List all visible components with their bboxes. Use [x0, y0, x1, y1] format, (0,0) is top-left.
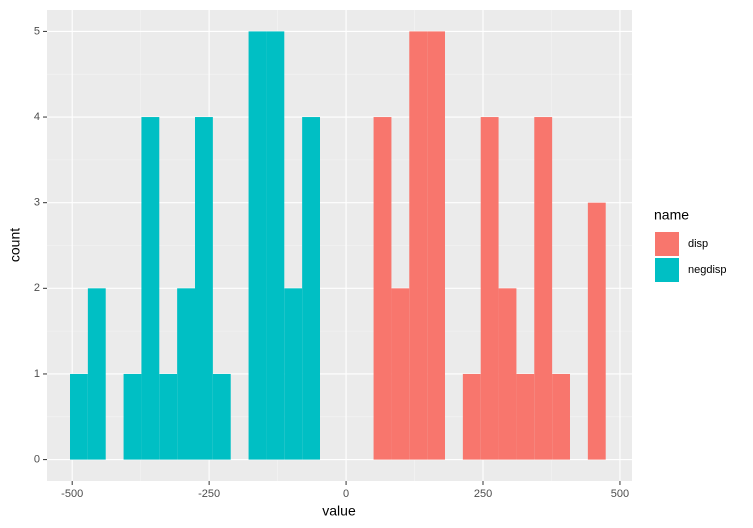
bar	[552, 373, 570, 460]
bar	[87, 288, 106, 460]
x-tick-label: -250	[198, 488, 220, 500]
x-tick-label: 500	[611, 488, 629, 500]
y-tick-label: 4	[34, 111, 40, 123]
bar	[587, 202, 606, 460]
legend-key	[655, 258, 679, 282]
y-tick-label: 2	[34, 282, 40, 294]
bar	[462, 373, 481, 460]
bar	[177, 288, 196, 460]
bar	[248, 31, 267, 460]
bar	[391, 288, 410, 460]
bar	[480, 117, 499, 460]
bar	[284, 288, 303, 460]
bar	[70, 373, 88, 460]
bar	[427, 31, 445, 460]
bar	[195, 117, 213, 460]
x-tick-label: -500	[61, 488, 83, 500]
bar	[302, 117, 320, 460]
y-tick-label: 3	[34, 197, 40, 209]
legend: name disp negdisp	[654, 207, 727, 282]
legend-label: disp	[688, 238, 708, 250]
bar	[373, 117, 392, 460]
bar	[516, 373, 535, 460]
legend-label: negdisp	[688, 264, 727, 276]
y-axis-title: count	[7, 228, 23, 262]
bar	[159, 373, 178, 460]
x-axis-title: value	[322, 503, 356, 519]
legend-key	[655, 232, 679, 256]
bar	[212, 373, 231, 460]
x-tick-label: 250	[474, 488, 492, 500]
bar	[534, 117, 553, 460]
bar	[498, 288, 517, 460]
bar	[141, 117, 160, 460]
bars	[70, 31, 606, 460]
y-tick-label: 1	[34, 368, 40, 380]
x-tick-label: 0	[343, 488, 349, 500]
legend-title: name	[654, 207, 689, 223]
y-tick-label: 5	[34, 25, 40, 37]
axes: -500 -250 0 250 500 0 1 2 3 4 5	[34, 25, 629, 500]
bar	[409, 31, 428, 460]
bar	[123, 373, 142, 460]
bar	[266, 31, 285, 460]
y-tick-label: 0	[34, 453, 40, 465]
